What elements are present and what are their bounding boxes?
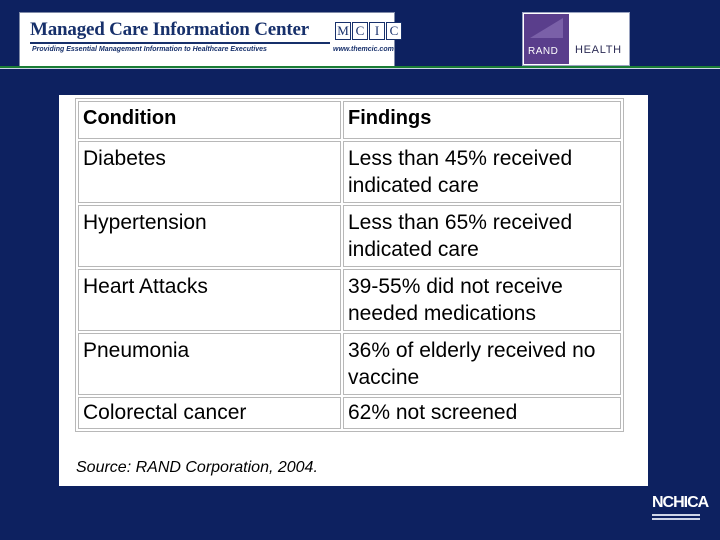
table-header-row: Condition Findings bbox=[78, 101, 621, 139]
finding-cell: 62% not screened bbox=[343, 397, 621, 429]
mcic-title: Managed Care Information Center bbox=[30, 19, 309, 40]
finding-cell: 39-55% did not receive needed medication… bbox=[343, 269, 621, 331]
header-divider bbox=[0, 66, 720, 68]
table-row: Colorectal cancer 62% not screened bbox=[78, 397, 621, 429]
nchica-label: NCHICA bbox=[652, 494, 709, 511]
column-header-findings: Findings bbox=[343, 101, 621, 139]
header-divider-highlight bbox=[0, 68, 720, 69]
rand-health-logo: RAND HEALTH bbox=[522, 12, 630, 66]
rand-label: RAND bbox=[528, 46, 559, 57]
condition-cell: Heart Attacks bbox=[78, 269, 341, 331]
mcic-banner: Managed Care Information Center M C I C … bbox=[19, 12, 402, 67]
column-header-condition: Condition bbox=[78, 101, 341, 139]
rand-logo-mark: RAND bbox=[524, 14, 569, 64]
mcic-logo: M C I C bbox=[335, 22, 402, 40]
condition-cell: Diabetes bbox=[78, 141, 341, 203]
condition-cell: Pneumonia bbox=[78, 333, 341, 395]
nchica-logo-lines bbox=[652, 514, 702, 520]
table-row: Diabetes Less than 45% received indicate… bbox=[78, 141, 621, 203]
finding-cell: Less than 45% received indicated care bbox=[343, 141, 621, 203]
mcic-logo-letter: C bbox=[386, 22, 402, 40]
mcic-rule bbox=[30, 42, 330, 44]
table-row: Hypertension Less than 65% received indi… bbox=[78, 205, 621, 267]
mcic-logo-letter: M bbox=[335, 22, 351, 40]
nchica-logo: NCHICA bbox=[652, 494, 709, 530]
finding-cell: Less than 65% received indicated care bbox=[343, 205, 621, 267]
condition-cell: Colorectal cancer bbox=[78, 397, 341, 429]
mcic-subtitle: Providing Essential Management Informati… bbox=[32, 46, 267, 53]
findings-table: Condition Findings Diabetes Less than 45… bbox=[75, 98, 624, 432]
mcic-logo-letter: I bbox=[369, 22, 385, 40]
condition-cell: Hypertension bbox=[78, 205, 341, 267]
source-citation: Source: RAND Corporation, 2004. bbox=[76, 459, 318, 476]
content-panel: Condition Findings Diabetes Less than 45… bbox=[59, 95, 648, 486]
finding-cell: 36% of elderly received no vaccine bbox=[343, 333, 621, 395]
mcic-logo-letter: C bbox=[352, 22, 368, 40]
table-row: Pneumonia 36% of elderly received no vac… bbox=[78, 333, 621, 395]
health-label: HEALTH bbox=[575, 44, 622, 56]
table-row: Heart Attacks 39-55% did not receive nee… bbox=[78, 269, 621, 331]
rand-logo-shape bbox=[530, 18, 563, 38]
mcic-url: www.themcic.com bbox=[333, 46, 394, 53]
